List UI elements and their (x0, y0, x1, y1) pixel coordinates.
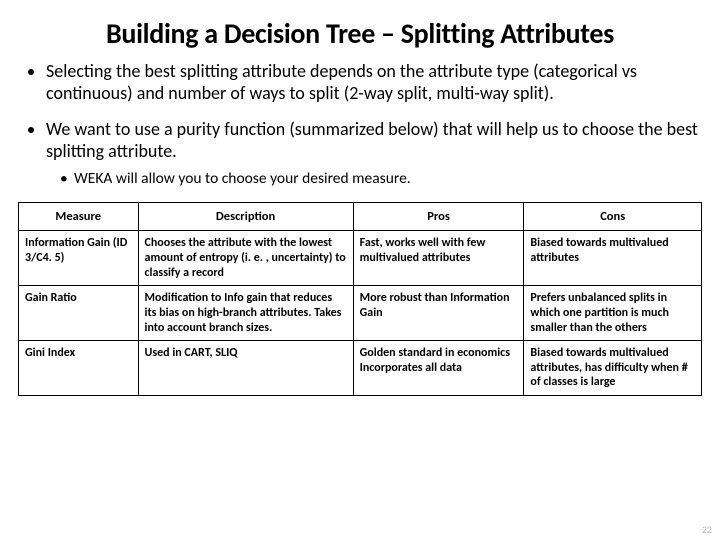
cell-pros: Fast, works well with few multivalued at… (353, 231, 524, 286)
cell-cons: Biased towards multivalued attributes (524, 231, 702, 286)
cell-pros: More robust than Information Gain (353, 286, 524, 341)
cell-measure: Gini Index (19, 341, 139, 396)
bullet-1: Selecting the best splitting attribute d… (46, 61, 702, 105)
slide: Building a Decision Tree – Splitting Att… (0, 0, 720, 540)
sub-bullet-1: WEKA will allow you to choose your desir… (74, 169, 702, 188)
th-description: Description (138, 203, 353, 231)
bullet-2: We want to use a purity function (summar… (46, 119, 702, 188)
cell-cons: Prefers unbalanced splits in which one p… (524, 286, 702, 341)
th-pros: Pros (353, 203, 524, 231)
table-row: Gini Index Used in CART, SLIQ Golden sta… (19, 341, 702, 396)
table-row: Information Gain (ID 3/C4. 5) Chooses th… (19, 231, 702, 286)
table-header-row: Measure Description Pros Cons (19, 203, 702, 231)
comparison-table: Measure Description Pros Cons Informatio… (18, 202, 702, 396)
cell-desc: Used in CART, SLIQ (138, 341, 353, 396)
cell-cons: Biased towards multivalued attributes, h… (524, 341, 702, 396)
bullet-list: Selecting the best splitting attribute d… (28, 61, 702, 188)
page-number: 22 (702, 523, 712, 536)
cell-measure: Information Gain (ID 3/C4. 5) (19, 231, 139, 286)
th-cons: Cons (524, 203, 702, 231)
sub-bullet-list: WEKA will allow you to choose your desir… (56, 169, 702, 188)
cell-desc: Chooses the attribute with the lowest am… (138, 231, 353, 286)
cell-desc: Modification to Info gain that reduces i… (138, 286, 353, 341)
slide-title: Building a Decision Tree – Splitting Att… (18, 16, 702, 51)
th-measure: Measure (19, 203, 139, 231)
cell-pros: Golden standard in economics Incorporate… (353, 341, 524, 396)
bullet-2-text: We want to use a purity function (summar… (46, 118, 698, 162)
cell-measure: Gain Ratio (19, 286, 139, 341)
table-row: Gain Ratio Modification to Info gain tha… (19, 286, 702, 341)
